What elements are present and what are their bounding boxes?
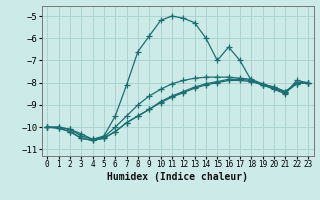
X-axis label: Humidex (Indice chaleur): Humidex (Indice chaleur) <box>107 172 248 182</box>
